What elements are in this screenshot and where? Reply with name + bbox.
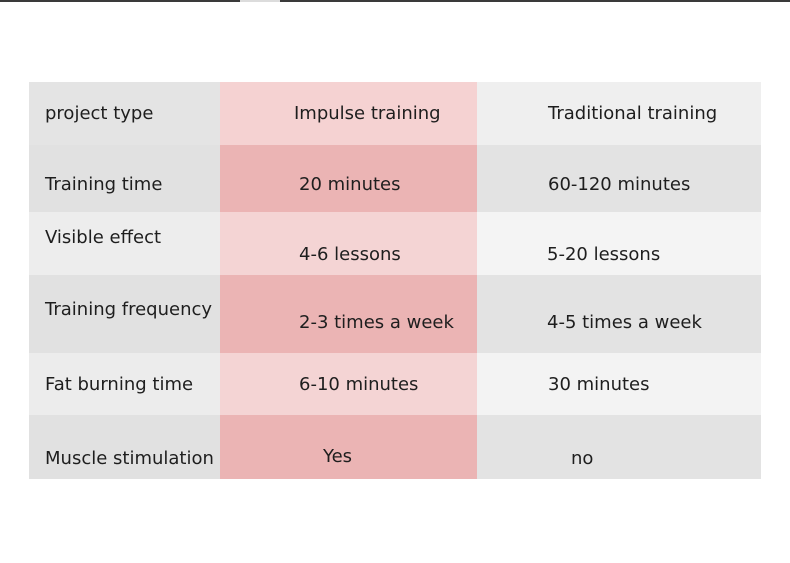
- table-row: Training frequency 2-3 times a week 4-5 …: [29, 275, 761, 353]
- header-cell-impulse-training: Impulse training: [220, 82, 477, 145]
- traditional-value-muscle-stimulation: no: [477, 415, 761, 479]
- table-row: Fat burning time 6-10 minutes 30 minutes: [29, 353, 761, 415]
- row-label-muscle-stimulation: Muscle stimulation: [29, 415, 220, 479]
- traditional-value-training-frequency: 4-5 times a week: [477, 275, 761, 353]
- row-label-visible-effect: Visible effect: [29, 212, 220, 275]
- impulse-value-fat-burning-time: 6-10 minutes: [220, 353, 477, 415]
- header-cell-project-type: project type: [29, 82, 220, 145]
- impulse-value-visible-effect: 4-6 lessons: [220, 212, 477, 275]
- comparison-table: project type Impulse training Traditiona…: [29, 82, 761, 479]
- table-row: Visible effect 4-6 lessons 5-20 lessons: [29, 212, 761, 275]
- row-label-fat-burning-time: Fat burning time: [29, 353, 220, 415]
- impulse-value-training-frequency: 2-3 times a week: [220, 275, 477, 353]
- table-row: Training time 20 minutes 60-120 minutes: [29, 145, 761, 212]
- traditional-value-visible-effect: 5-20 lessons: [477, 212, 761, 275]
- row-label-training-frequency: Training frequency: [29, 275, 220, 353]
- top-border-line: [0, 0, 790, 2]
- top-border-gap: [240, 0, 280, 2]
- header-cell-traditional-training: Traditional training: [477, 82, 761, 145]
- table-header-row: project type Impulse training Traditiona…: [29, 82, 761, 145]
- impulse-value-training-time: 20 minutes: [220, 145, 477, 212]
- table-row: Muscle stimulation Yes no: [29, 415, 761, 479]
- row-label-training-time: Training time: [29, 145, 220, 212]
- impulse-value-muscle-stimulation: Yes: [220, 415, 477, 479]
- traditional-value-training-time: 60-120 minutes: [477, 145, 761, 212]
- traditional-value-fat-burning-time: 30 minutes: [477, 353, 761, 415]
